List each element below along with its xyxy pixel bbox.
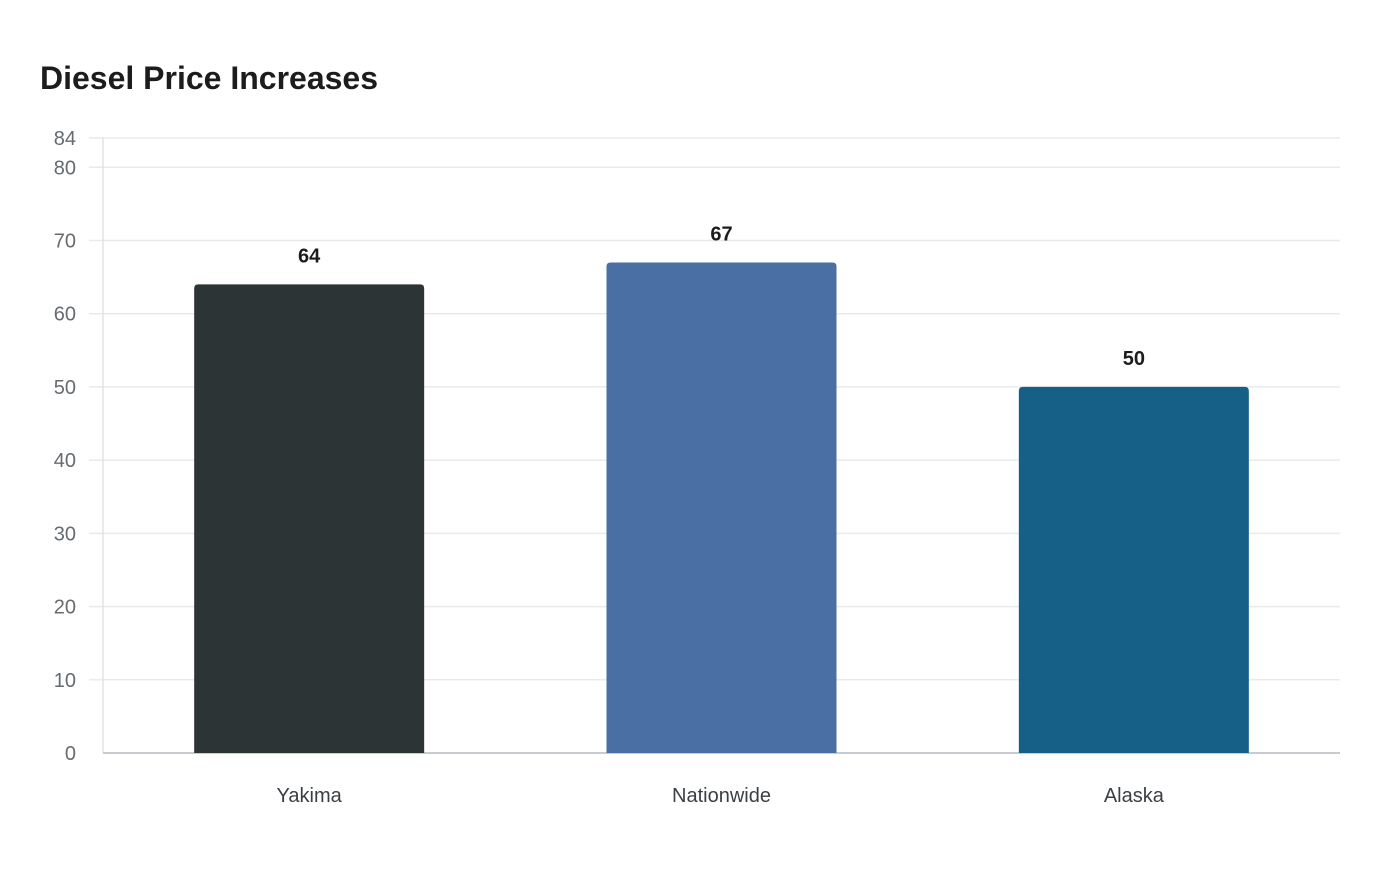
data-label: 64 [298, 245, 321, 267]
y-tick-label: 30 [54, 523, 76, 545]
bars [194, 262, 1249, 753]
x-category-label: Yakima [277, 785, 343, 807]
y-tick-label: 60 [54, 304, 76, 326]
x-category-label: Nationwide [672, 785, 771, 807]
x-category-label: Alaska [1104, 785, 1165, 807]
y-tick-label: 50 [54, 377, 76, 399]
y-tick-label: 70 [54, 231, 76, 253]
bar-nationwide [606, 262, 837, 753]
y-tick-label: 84 [54, 128, 76, 150]
y-tick-label: 20 [54, 597, 76, 619]
y-tick-label: 40 [54, 450, 76, 472]
data-label: 67 [710, 223, 732, 245]
labels: 0 10 20 30 40 50 60 70 80 84 64 Yakima 67 Nationwide 5… [54, 128, 1165, 807]
chart-title: Diesel Price Increases [40, 60, 379, 96]
bar-yakima [194, 284, 425, 753]
data-label: 50 [1123, 348, 1145, 370]
y-tick-label: 10 [54, 670, 76, 692]
bar-alaska [1018, 386, 1249, 753]
y-tick-label: 80 [54, 157, 76, 179]
y-tick-label: 0 [65, 743, 76, 765]
